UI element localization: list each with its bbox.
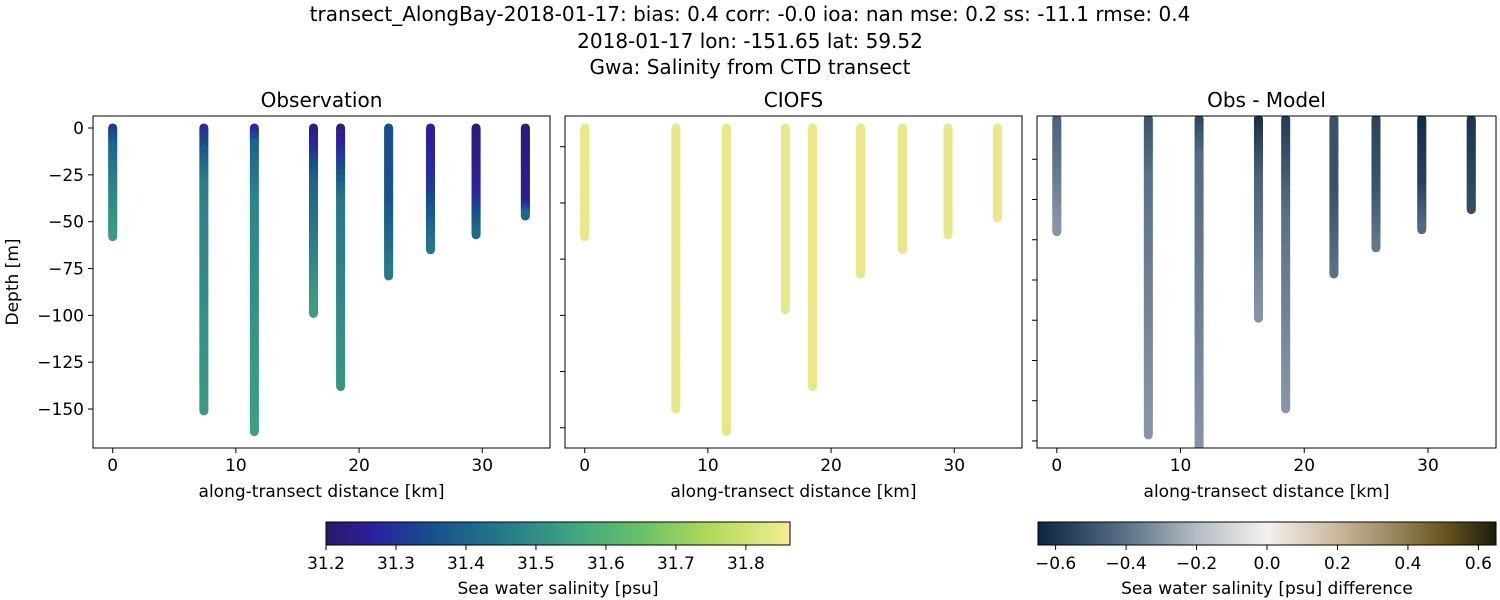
colorbar-tick-label: −0.2 bbox=[1176, 554, 1217, 574]
x-tick-label: 0 bbox=[1051, 456, 1062, 476]
colorbar-label: Sea water salinity [psu] difference bbox=[1121, 579, 1413, 599]
colorbar-tick-label: −0.6 bbox=[1035, 554, 1076, 574]
x-tick-label: 30 bbox=[1417, 456, 1439, 476]
x-tick-label: 0 bbox=[579, 456, 590, 476]
colorbar-tick-label: 31.7 bbox=[657, 554, 695, 574]
colorbar-salinity: 31.2 31.3 31.4 31.5 31.6 31.7 31.8 Sea water sa… bbox=[307, 521, 791, 599]
profiles bbox=[1052, 116, 1476, 448]
profiles bbox=[580, 123, 1002, 437]
x-tick-label: 20 bbox=[348, 456, 370, 476]
colorbar-label: Sea water salinity [psu] bbox=[458, 579, 659, 599]
x-axis-label: along-transect distance [km] bbox=[199, 482, 445, 502]
colorbar-tick-label: 31.4 bbox=[447, 554, 485, 574]
y-tick-label: −25 bbox=[48, 166, 84, 186]
colorbar-tick-label: 0.6 bbox=[1465, 554, 1492, 574]
colorbar-tick-label: 31.6 bbox=[587, 554, 625, 574]
x-tick-label: 10 bbox=[1170, 456, 1192, 476]
colorbar-tick-label: 31.2 bbox=[307, 554, 345, 574]
panel-obs-model: Obs - Model 0 10 20 30 along-transect distanc… bbox=[1032, 88, 1497, 502]
y-axis-label: Depth [m] bbox=[3, 238, 23, 325]
figure-title-line-1: transect_AlongBay-2018-01-17: bias: 0.4 … bbox=[309, 2, 1191, 26]
y-tick-label: −125 bbox=[37, 353, 84, 373]
y-tick-label: −50 bbox=[48, 213, 84, 233]
figure-title-line-2: 2018-01-17 lon: -151.65 lat: 59.52 bbox=[577, 29, 923, 53]
x-tick-label: 10 bbox=[697, 456, 719, 476]
x-tick-label: 20 bbox=[820, 456, 842, 476]
panel-observation: Observation 0 10 20 30 along-transect distanc… bbox=[3, 88, 551, 502]
panel-title: CIOFS bbox=[764, 88, 823, 112]
axes-frame bbox=[1036, 115, 1497, 449]
colorbar-tick-label: 31.5 bbox=[517, 554, 555, 574]
x-axis-label: along-transect distance [km] bbox=[1144, 482, 1390, 502]
panel-ciofs: CIOFS 0 10 20 30 along-transect distance [km] bbox=[560, 88, 1023, 502]
x-tick-label: 30 bbox=[471, 456, 493, 476]
y-tick-label: 0 bbox=[73, 119, 84, 139]
panel-title: Observation bbox=[261, 88, 383, 112]
x-tick-label: 10 bbox=[225, 456, 247, 476]
colorbar-bar bbox=[325, 521, 791, 546]
x-tick-label: 20 bbox=[1293, 456, 1315, 476]
colorbar-tick-label: 31.3 bbox=[377, 554, 415, 574]
profiles bbox=[108, 123, 530, 437]
x-tick-label: 30 bbox=[943, 456, 965, 476]
axes-frame bbox=[92, 115, 551, 449]
y-tick-label: −150 bbox=[37, 400, 84, 420]
axes-frame bbox=[564, 115, 1023, 449]
y-tick-label: −75 bbox=[48, 260, 84, 280]
x-axis-label: along-transect distance [km] bbox=[671, 482, 917, 502]
colorbar-difference: −0.6 −0.4 −0.2 0.0 0.2 0.4 0.6 Sea water salini… bbox=[1035, 521, 1497, 599]
x-tick-label: 0 bbox=[107, 456, 118, 476]
panel-title: Obs - Model bbox=[1207, 88, 1326, 112]
colorbar-tick-label: 31.8 bbox=[727, 554, 765, 574]
y-tick-label: −100 bbox=[37, 306, 84, 326]
colorbar-tick-label: 0.0 bbox=[1253, 554, 1280, 574]
colorbar-bar bbox=[1037, 521, 1497, 546]
figure-title-line-3: Gwa: Salinity from CTD transect bbox=[589, 55, 911, 79]
colorbar-tick-label: 0.2 bbox=[1324, 554, 1351, 574]
colorbar-tick-label: 0.4 bbox=[1394, 554, 1421, 574]
colorbar-tick-label: −0.4 bbox=[1105, 554, 1146, 574]
